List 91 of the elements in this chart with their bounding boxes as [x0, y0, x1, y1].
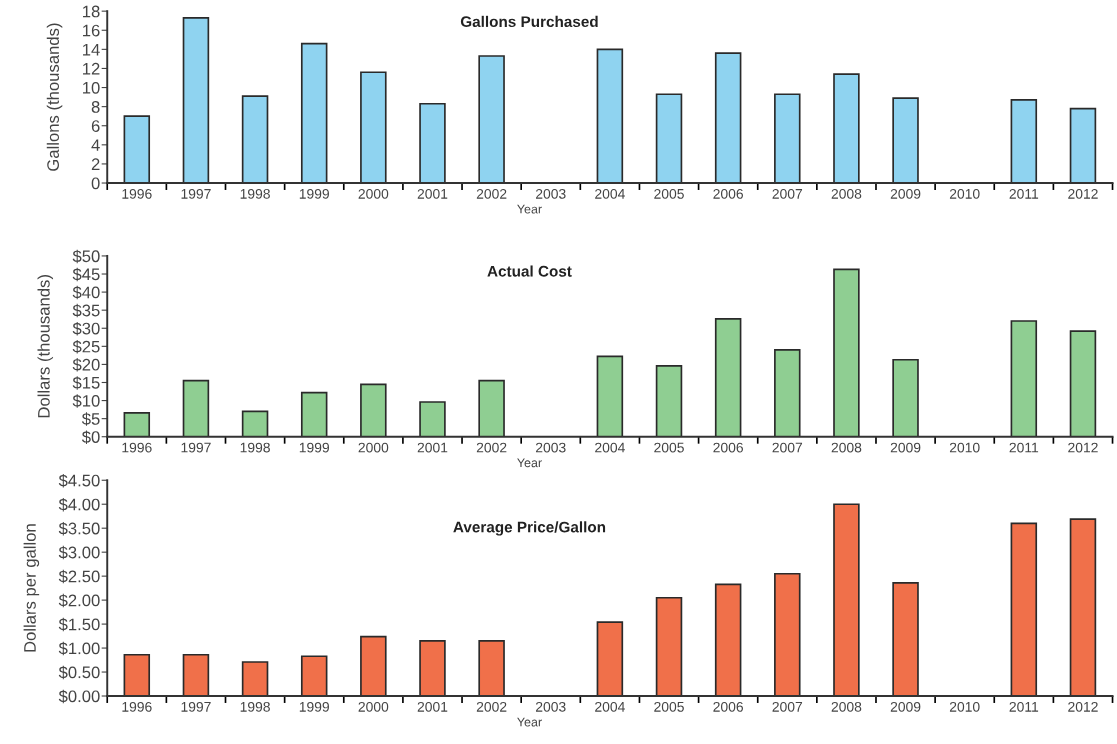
- y-tick-label: $0.50: [58, 665, 100, 680]
- y-tick-label: $50: [72, 249, 100, 264]
- x-tick-label: 2009: [890, 701, 921, 712]
- y-axis-title: Dollars (thousands): [37, 275, 54, 418]
- y-tick-label: $2.50: [58, 569, 100, 584]
- x-tick-label: 2008: [831, 701, 862, 712]
- x-tick-label: 1996: [122, 701, 152, 712]
- x-tick-label: 2005: [654, 442, 684, 453]
- x-axis-title: Year: [517, 717, 542, 727]
- x-tick-label: 2011: [1009, 188, 1039, 199]
- x-tick-label: 2009: [890, 442, 921, 453]
- y-tick-label: $1.00: [58, 641, 100, 656]
- x-tick-label: 1998: [240, 701, 270, 712]
- y-axis-title: Gallons (thousands): [46, 23, 63, 171]
- y-tick-label: 4: [91, 139, 100, 151]
- x-axis-title: Year: [517, 204, 542, 214]
- x-tick-label: 2012: [1068, 188, 1098, 199]
- y-tick-label: 6: [91, 120, 100, 132]
- x-tick-label: 2007: [772, 188, 803, 199]
- x-tick-label: 2009: [890, 188, 921, 199]
- y-tick-label: $0: [81, 430, 100, 444]
- y-tick-label: $30: [72, 321, 100, 336]
- x-tick-label: 1996: [122, 442, 152, 453]
- y-tick-label: $3.00: [58, 545, 100, 560]
- x-tick-label: 2003: [536, 701, 566, 712]
- text: Average Price/Gallon: [453, 521, 606, 536]
- x-tick-label: 2005: [654, 701, 684, 712]
- x-tick-label: 2002: [476, 442, 507, 453]
- x-tick-label: 2008: [831, 442, 862, 453]
- x-tick-label: 1997: [181, 188, 211, 199]
- y-tick-label: $0.00: [58, 689, 100, 704]
- x-tick-label: 1998: [240, 442, 270, 453]
- x-tick-label: 2001: [417, 442, 448, 453]
- y-tick-label: 2: [91, 158, 100, 170]
- y-tick-label: 0: [91, 177, 100, 190]
- x-tick-label: 2010: [949, 188, 980, 199]
- x-tick-label: 1998: [240, 188, 270, 199]
- x-tick-label: 2002: [476, 701, 507, 712]
- y-tick-label: $10: [72, 394, 100, 408]
- x-axis-title: Year: [517, 458, 542, 468]
- x-tick-label: 2003: [536, 188, 566, 199]
- y-tick-label: $45: [72, 267, 100, 282]
- y-tick-label: $25: [72, 340, 100, 354]
- y-tick-label: $15: [72, 376, 100, 390]
- y-tick-label: $4.50: [58, 473, 100, 488]
- x-tick-label: 2003: [536, 442, 566, 453]
- chart-title: Actual Cost: [487, 265, 572, 277]
- y-tick-label: 8: [91, 101, 100, 113]
- x-tick-label: 2006: [713, 701, 743, 712]
- x-tick-label: 2010: [949, 442, 980, 453]
- x-tick-label: 2000: [358, 701, 389, 712]
- x-tick-label: 2005: [654, 188, 684, 199]
- x-tick-label: 1999: [299, 188, 329, 199]
- x-tick-label: 2007: [772, 442, 803, 453]
- x-tick-label: 2000: [358, 442, 389, 453]
- y-tick-label: 18: [83, 5, 100, 18]
- x-tick-label: 1999: [299, 442, 329, 453]
- x-tick-label: 1999: [299, 701, 329, 712]
- x-tick-label: 2012: [1068, 442, 1098, 453]
- x-tick-label: 2007: [772, 701, 803, 712]
- x-tick-label: 1996: [122, 188, 152, 199]
- x-tick-label: 2001: [417, 701, 448, 712]
- y-tick-label: $4.00: [58, 497, 100, 512]
- y-tick-label: $35: [72, 303, 100, 318]
- x-tick-label: 1997: [181, 701, 211, 712]
- x-tick-label: 1997: [181, 442, 211, 453]
- y-tick-label: $2.00: [58, 593, 100, 608]
- chart-title: Gallons Purchased: [460, 15, 598, 28]
- y-tick-label: 16: [83, 24, 100, 37]
- y-tick-label: $20: [72, 358, 100, 372]
- x-tick-label: 2011: [1009, 701, 1039, 712]
- y-tick-label: 12: [83, 62, 100, 75]
- x-tick-label: 2004: [595, 442, 625, 453]
- y-axis-title: Dollars per gallon: [23, 524, 40, 652]
- y-tick-label: $3.50: [58, 521, 100, 536]
- x-tick-label: 2011: [1009, 442, 1039, 453]
- y-tick-label: 10: [83, 81, 100, 94]
- x-tick-label: 2006: [713, 442, 743, 453]
- y-tick-label: 14: [83, 43, 100, 56]
- x-tick-label: 2000: [358, 188, 389, 199]
- y-tick-label: $5: [81, 412, 100, 426]
- x-tick-label: 2004: [595, 188, 625, 199]
- x-tick-label: 2012: [1068, 701, 1098, 712]
- y-tick-label: $1.50: [58, 617, 100, 632]
- x-tick-label: 2008: [831, 188, 862, 199]
- x-tick-label: 2010: [949, 701, 980, 712]
- x-tick-label: 2001: [417, 188, 448, 199]
- y-tick-label: $40: [72, 285, 100, 300]
- x-tick-label: 2006: [713, 188, 743, 199]
- x-tick-label: 2004: [595, 701, 625, 712]
- x-tick-label: 2002: [476, 188, 507, 199]
